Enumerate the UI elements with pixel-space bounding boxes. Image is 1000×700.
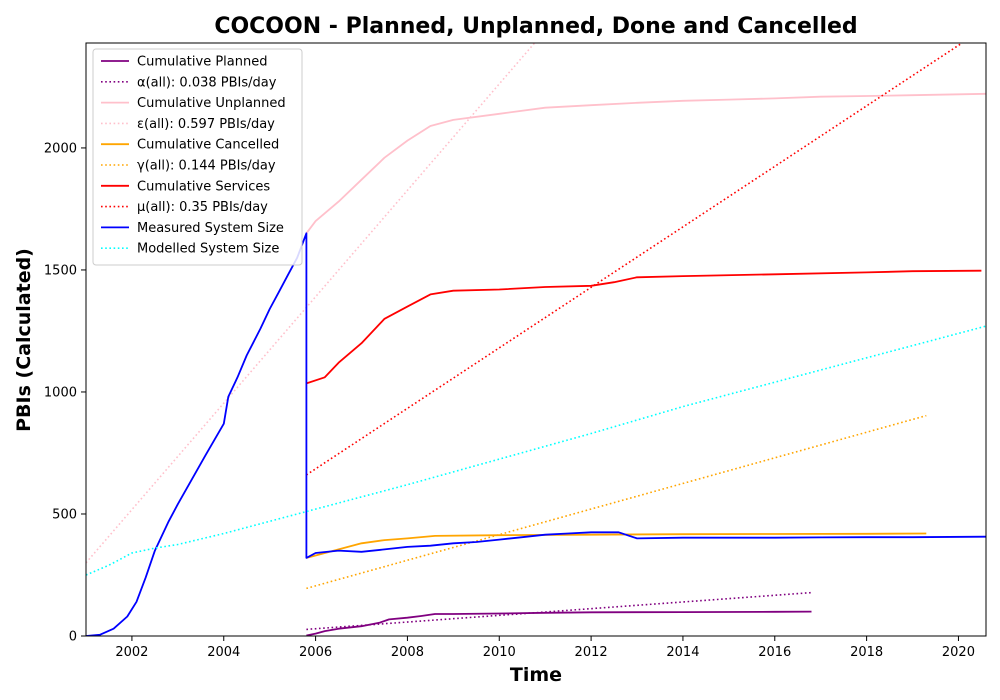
legend-label: Cumulative Cancelled xyxy=(137,138,279,153)
series-line-4 xyxy=(306,532,927,559)
y-tick-label: 1000 xyxy=(44,385,77,400)
x-tick-label: 2010 xyxy=(483,645,516,660)
series-line-2 xyxy=(305,92,986,234)
legend-label: Cumulative Planned xyxy=(137,55,267,70)
series-line-6 xyxy=(306,269,982,385)
series-line-9 xyxy=(86,325,986,576)
series-line-8 xyxy=(86,232,986,636)
x-tick-label: 2006 xyxy=(299,645,332,660)
legend-label: Modelled System Size xyxy=(137,242,279,257)
axes-frame xyxy=(85,42,987,637)
series-line-0 xyxy=(306,610,812,636)
x-tick-label: 2020 xyxy=(942,645,975,660)
x-tick-label: 2008 xyxy=(391,645,424,660)
y-tick-label: 1500 xyxy=(44,263,77,278)
legend-label: μ(all): 0.35 PBIs/day xyxy=(137,200,268,215)
legend-label: α(all): 0.038 PBIs/day xyxy=(137,75,277,90)
y-tick-label: 2000 xyxy=(44,141,77,156)
x-tick-label: 2002 xyxy=(115,645,148,660)
y-tick-label: 0 xyxy=(69,630,77,645)
legend-label: ε(all): 0.597 PBIs/day xyxy=(137,117,275,132)
chart-title: COCOON - Planned, Unplanned, Done and Ca… xyxy=(214,14,857,39)
legend-box xyxy=(92,48,303,266)
legend-label: Cumulative Unplanned xyxy=(137,96,286,111)
x-tick-label: 2012 xyxy=(575,645,608,660)
legend-label: γ(all): 0.144 PBIs/day xyxy=(137,159,276,174)
x-tick-label: 2018 xyxy=(850,645,883,660)
x-axis-label: Time xyxy=(510,664,562,686)
y-axis-label: PBIs (Calculated) xyxy=(13,248,35,432)
plot-area: 2002 2004 2006 2008 2010 2012 2014 2016 2018 2020… xyxy=(44,42,987,660)
legend-label: Cumulative Services xyxy=(137,179,270,194)
x-tick-label: 2016 xyxy=(758,645,791,660)
legend-label: Measured System Size xyxy=(137,221,284,236)
x-tick-label: 2004 xyxy=(207,645,240,660)
x-tick-label: 2014 xyxy=(666,645,699,660)
series-line-1 xyxy=(306,591,812,631)
series-group xyxy=(86,43,986,636)
y-tick-label: 500 xyxy=(52,507,77,522)
legend: Cumulative Planned α(all): 0.038 PBIs/day… xyxy=(92,48,303,266)
